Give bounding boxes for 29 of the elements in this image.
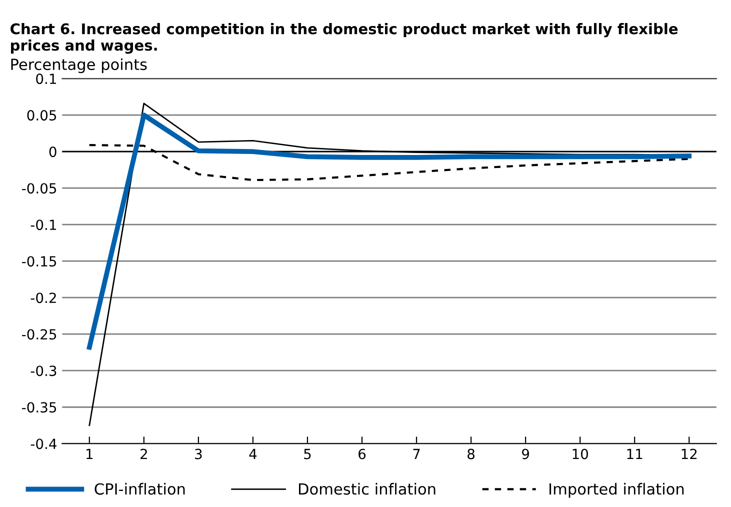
- x-tick-label: 9: [522, 448, 529, 460]
- x-tick-label: 7: [413, 448, 420, 460]
- x-tick-label: 3: [195, 448, 202, 460]
- y-tick-label: -0.4: [30, 438, 56, 450]
- x-tick-label: 2: [140, 448, 147, 460]
- y-tick-label: -0.35: [22, 402, 56, 413]
- x-tick-label: 6: [358, 448, 366, 460]
- y-tick-label: 0.05: [27, 110, 56, 121]
- y-tick-label: 0.1: [36, 74, 56, 84]
- x-tick-label: 10: [572, 448, 588, 460]
- legend-label: Imported inflation: [550, 482, 684, 498]
- y-tick-label: -0.05: [22, 183, 56, 194]
- x-tick-label: 4: [249, 448, 257, 460]
- chart-title: Chart 6. Increased competition in the domestic product market with fully flexible prices and wages.: [10, 23, 678, 54]
- legend-label: CPI-inflation: [94, 482, 185, 495]
- y-tick-label: -0.15: [22, 256, 56, 267]
- x-tick-label: 11: [627, 448, 642, 460]
- legend-label: Domestic inflation: [299, 482, 436, 495]
- y-tick-label: -0.3: [30, 366, 56, 376]
- y-tick-label: -0.1: [30, 220, 56, 230]
- x-tick-label: 1: [86, 448, 93, 460]
- y-axis-title: Percentage points: [11, 58, 147, 74]
- y-tick-label: -0.25: [22, 329, 56, 340]
- line-series: [86, 112, 692, 350]
- y-tick-label: 0: [49, 146, 56, 158]
- x-tick-label: 12: [682, 448, 697, 460]
- x-tick-label: 8: [468, 448, 475, 460]
- x-tick-label: 5: [304, 448, 311, 460]
- y-tick-label: -0.2: [30, 292, 56, 304]
